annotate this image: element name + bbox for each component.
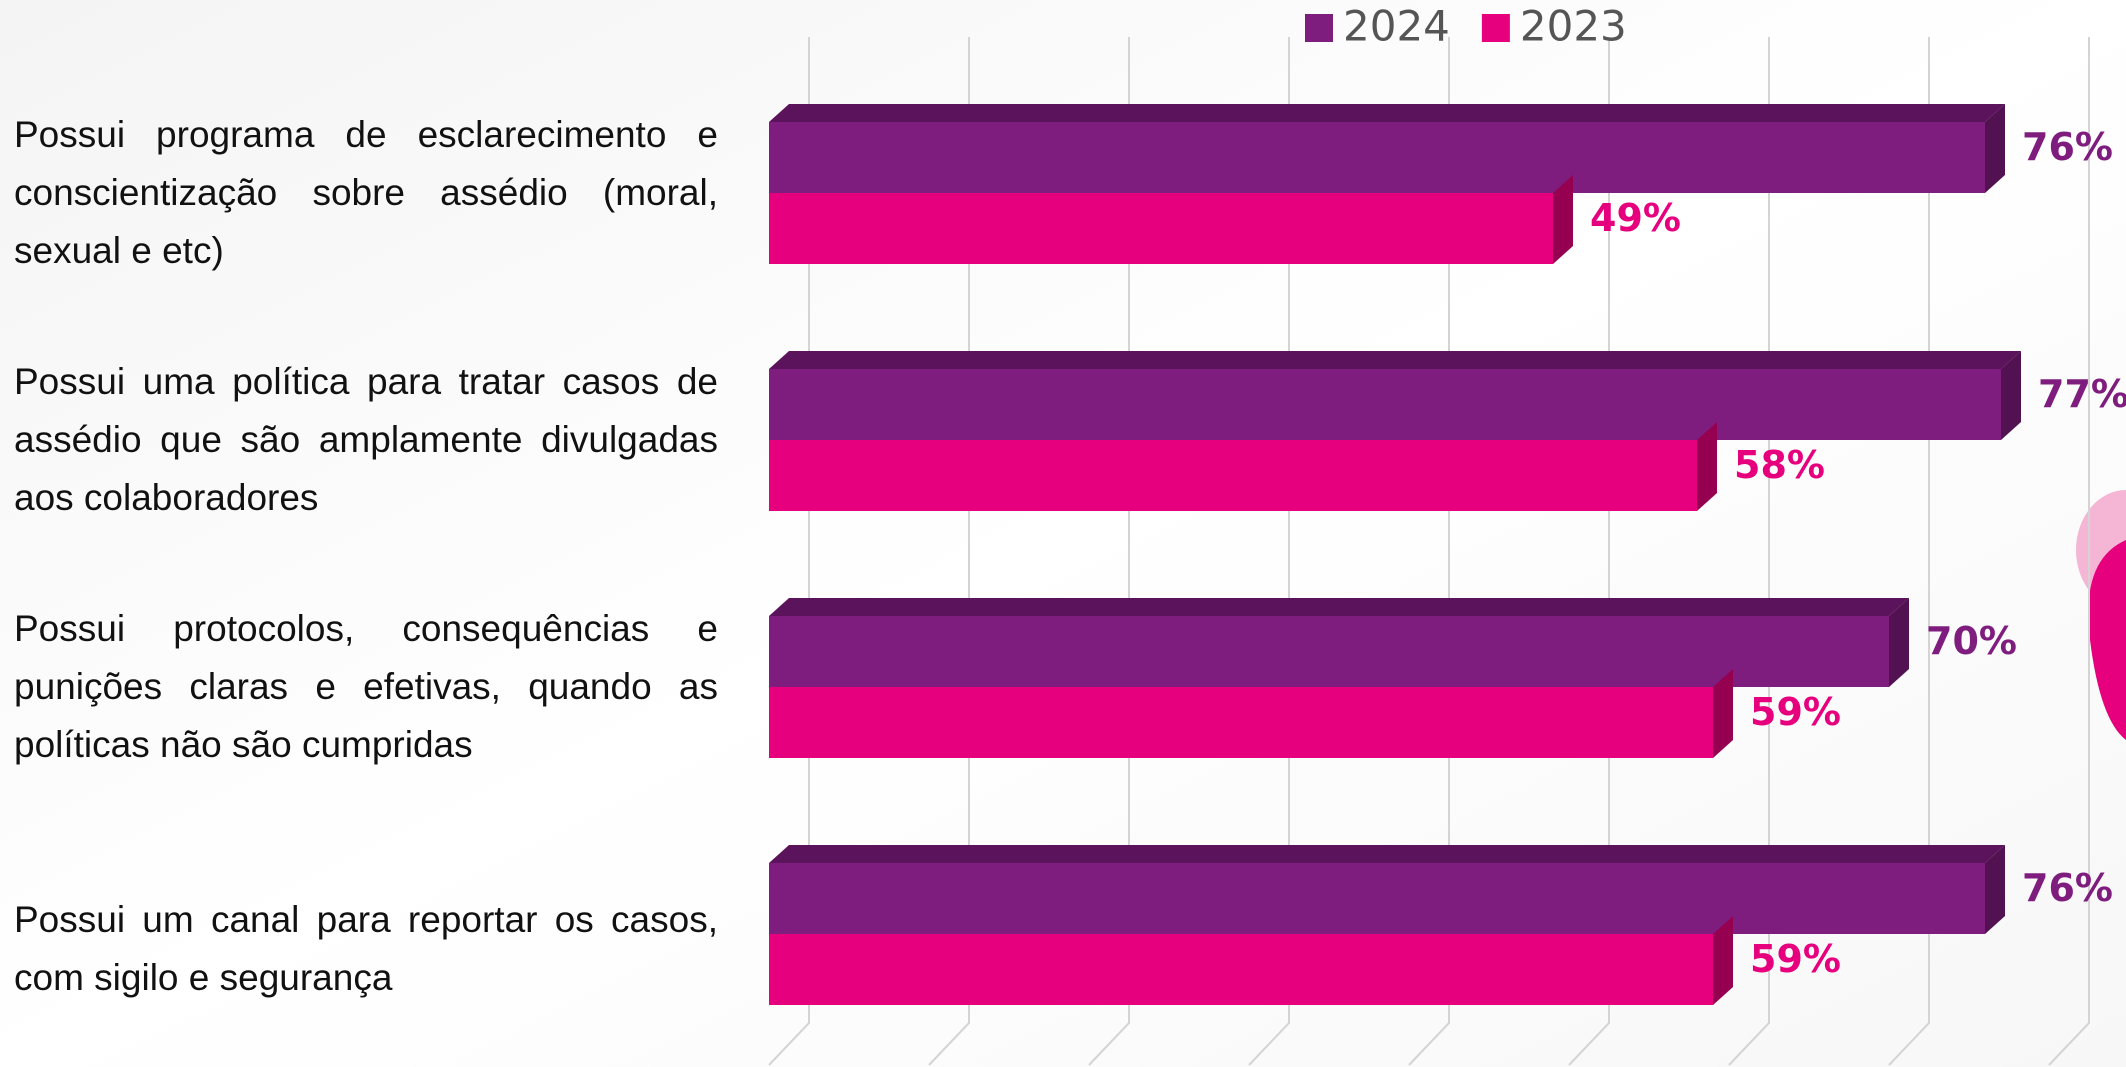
bar: [769, 845, 2005, 934]
legend-label: 2024: [1343, 2, 1450, 51]
grid-line: [2048, 37, 2090, 1066]
category-label: Possui programa de esclarecimento e cons…: [14, 114, 718, 271]
value-label: 59%: [1750, 937, 1841, 981]
category-label: Possui protocolos, consequências e puniç…: [14, 608, 718, 765]
bar-face: [1985, 845, 2005, 934]
bar-face: [769, 193, 1553, 264]
bar: [769, 175, 1573, 264]
bar: [769, 598, 1909, 687]
bar-face: [769, 440, 1697, 511]
value-label: 58%: [1734, 443, 1825, 487]
bar-face: [769, 845, 2005, 863]
bar-face: [769, 369, 2001, 440]
bar-face: [1713, 916, 1733, 1005]
bar-face: [769, 104, 2005, 122]
value-label: 77%: [2038, 372, 2126, 416]
legend-swatch: [1305, 14, 1333, 42]
legend-label: 2023: [1520, 2, 1627, 51]
category-label: Possui uma política para tratar casos de…: [14, 361, 718, 518]
decoration: [2088, 540, 2126, 740]
bar-face: [2001, 351, 2021, 440]
bar-face: [769, 934, 1713, 1005]
bar-face: [769, 122, 1985, 193]
bar: [769, 351, 2021, 440]
bar-face: [769, 351, 2021, 369]
bar: [769, 669, 1733, 758]
bar-face: [769, 863, 1985, 934]
bar-face: [769, 687, 1713, 758]
bar-face: [1985, 104, 2005, 193]
bar-face: [1713, 669, 1733, 758]
bar-face: [769, 616, 1889, 687]
value-label: 76%: [2022, 125, 2113, 169]
value-label: 59%: [1750, 690, 1841, 734]
bar: [769, 104, 2005, 193]
value-label: 76%: [2022, 866, 2113, 910]
bar: [769, 422, 1717, 511]
category-label: Possui um canal para reportar os casos, …: [14, 898, 718, 998]
bar-face: [1697, 422, 1717, 511]
legend-swatch: [1481, 14, 1510, 42]
bar: [769, 916, 1733, 1005]
value-label: 49%: [1590, 196, 1681, 240]
bar-face: [1889, 598, 1909, 687]
value-label: 70%: [1926, 619, 2017, 663]
bar-face: [1553, 175, 1573, 264]
bar-face: [769, 598, 1909, 616]
